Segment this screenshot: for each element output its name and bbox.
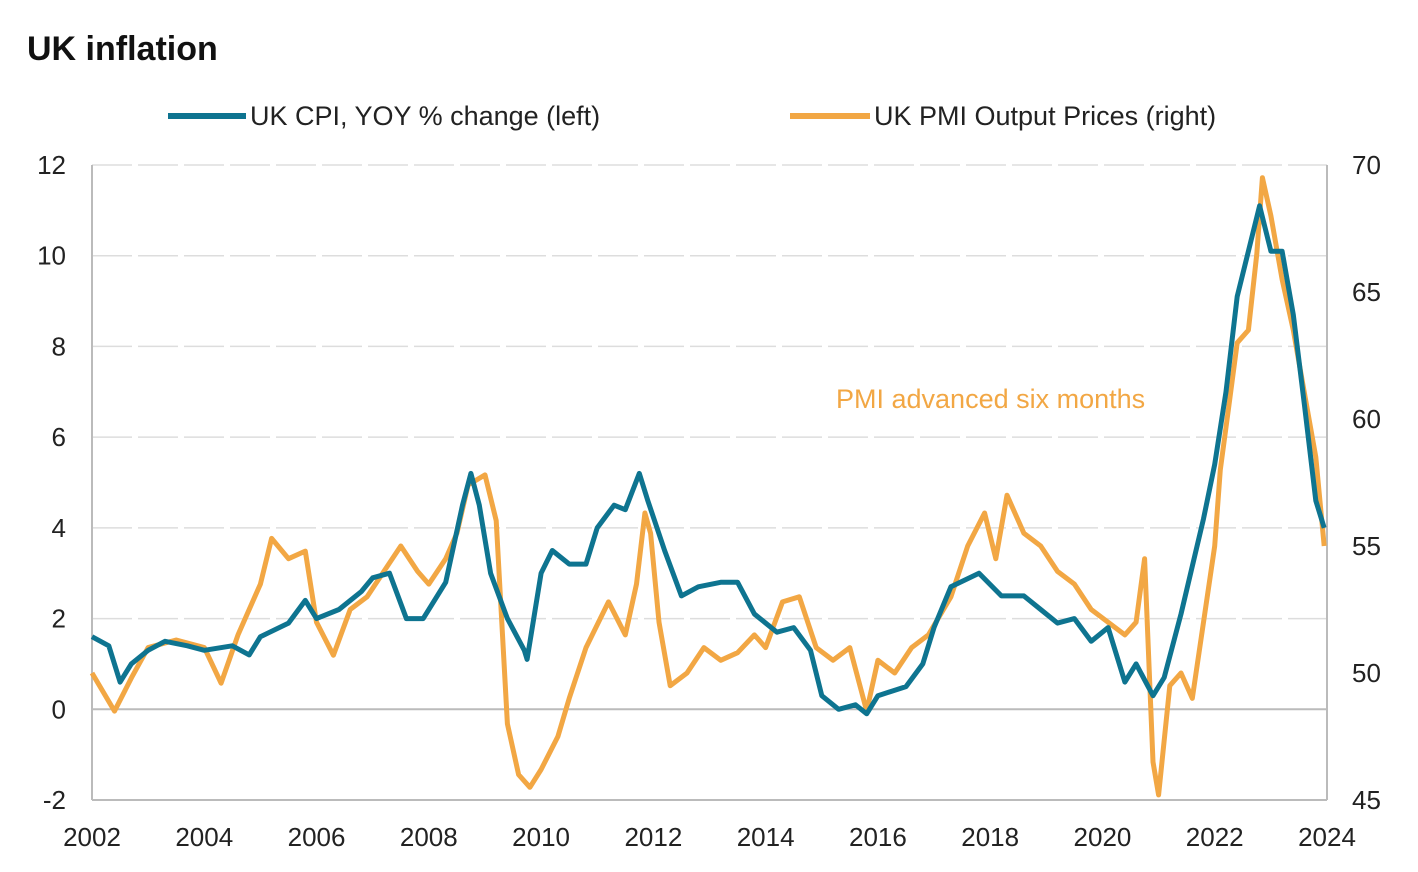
legend-label-cpi: UK CPI, YOY % change (left) [250,101,600,131]
x-tick-label: 2022 [1186,822,1244,852]
y-left-tick-label: 8 [52,331,66,361]
x-tick-label: 2012 [624,822,682,852]
gridlines [92,164,1327,711]
annotation-pmi-advanced: PMI advanced six months [836,384,1145,414]
y-left-tick-label: 10 [37,241,66,271]
axes: 12 10 8 6 4 2 0 -2 70 65 60 55 50 45 2002 2004 2006 2008 2… [37,150,1381,852]
chart-title: UK inflation [27,30,218,68]
x-tick-label: 2002 [63,822,121,852]
y-left-tick-label: 2 [52,604,66,634]
x-tick-label: 2020 [1074,822,1132,852]
legend: UK CPI, YOY % change (left) UK PMI Outpu… [168,101,1216,131]
x-tick-label: 2008 [400,822,458,852]
y-left-tick-label: 12 [37,150,66,180]
cpi-series-line [90,203,1327,717]
y-right-tick-label: 45 [1352,785,1381,815]
y-right-tick-label: 55 [1352,531,1381,561]
x-tick-label: 2018 [961,822,1019,852]
series-lines [89,175,1327,798]
pmi-series-line [89,175,1327,798]
y-left-tick-label: 6 [52,422,66,452]
y-right-tick-label: 50 [1352,658,1381,688]
y-left-tick-label: 0 [52,694,66,724]
x-tick-label: 2010 [512,822,570,852]
y-right-tick-label: 70 [1352,150,1381,180]
legend-label-pmi: UK PMI Output Prices (right) [874,101,1216,131]
y-right-tick-label: 65 [1352,277,1381,307]
y-right-tick-label: 60 [1352,404,1381,434]
y-left-tick-label: -2 [43,785,66,815]
x-tick-label: 2014 [737,822,795,852]
x-tick-label: 2004 [175,822,233,852]
x-tick-label: 2016 [849,822,907,852]
x-tick-label: 2024 [1298,822,1356,852]
x-tick-label: 2006 [288,822,346,852]
y-left-tick-label: 4 [52,513,66,543]
